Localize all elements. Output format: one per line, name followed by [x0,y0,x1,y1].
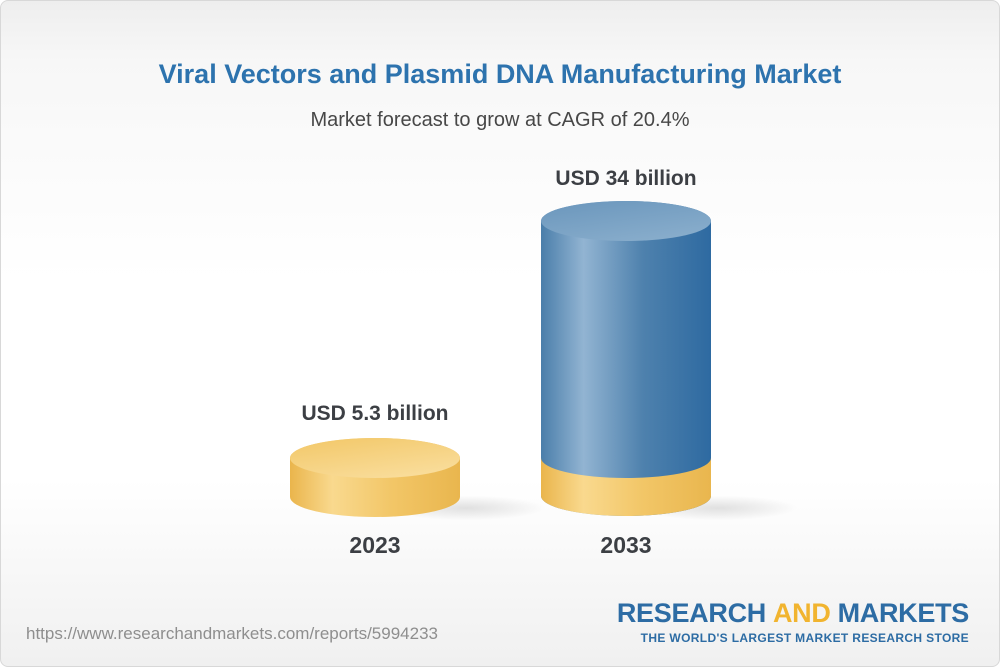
logo-tagline: THE WORLD'S LARGEST MARKET RESEARCH STOR… [640,631,969,645]
logo-word-and: AND [772,598,831,628]
researchandmarkets-logo: RESEARCH AND MARKETS THE WORLD'S LARGEST M… [617,600,969,646]
category-label-2033: 2033 [600,532,652,558]
value-label-2023: USD 5.3 billion [301,402,449,425]
bar-2033-top-face [541,201,711,241]
page-title: Viral Vectors and Plasmid DNA Manufactur… [158,59,842,90]
report-url: https://www.researchandmarkets.com/repor… [26,624,438,643]
bar-2023-top-face [290,438,460,478]
logo-word-markets: MARKETS [837,598,970,628]
category-label-2023: 2023 [349,532,401,558]
logo-wordmark: RESEARCH AND MARKETS [617,600,969,627]
value-label-2033: USD 34 billion [555,167,697,190]
bar-2023-cylinder [290,438,460,517]
bar-2033-cylinder [541,201,711,516]
bar-2033-base-segment [541,458,711,516]
logo-word-research: RESEARCH [616,598,766,628]
page-subtitle: Market forecast to grow at CAGR of 20.4% [310,109,690,131]
